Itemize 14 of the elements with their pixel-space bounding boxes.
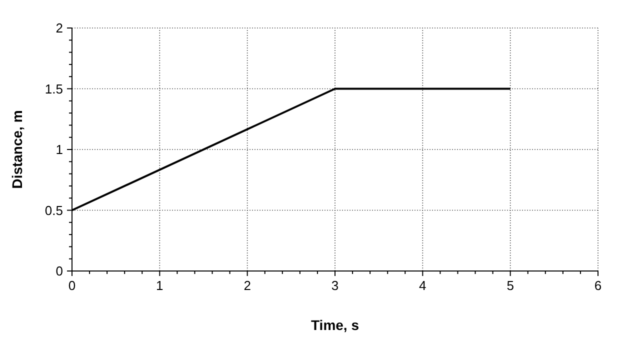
x-tick-label: 2 bbox=[244, 278, 251, 293]
x-tick-label: 5 bbox=[506, 278, 514, 293]
y-tick-label: 1.5 bbox=[44, 81, 63, 96]
y-tick-label: 0.5 bbox=[44, 202, 63, 218]
x-tick-label: 1 bbox=[156, 278, 164, 293]
y-tick-label: 1 bbox=[56, 142, 63, 158]
x-tick-label: 3 bbox=[331, 278, 339, 293]
y-tick-label: 0 bbox=[56, 264, 63, 279]
x-axis-title: Time, s bbox=[311, 317, 360, 333]
x-tick-label: 6 bbox=[594, 278, 602, 293]
x-tick-label: 4 bbox=[419, 278, 426, 293]
x-tick-label: 0 bbox=[68, 278, 76, 293]
y-tick-label: 2 bbox=[56, 20, 63, 36]
y-axis-title: Distance, m bbox=[9, 110, 25, 189]
